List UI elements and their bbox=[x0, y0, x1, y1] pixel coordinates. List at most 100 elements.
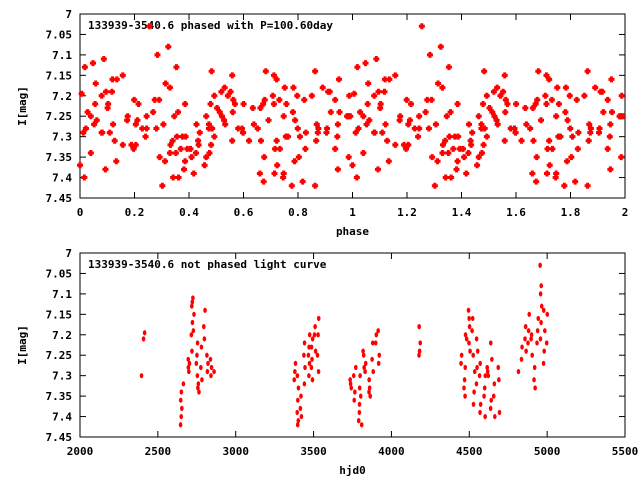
y-axis-label: I[mag] bbox=[16, 86, 29, 126]
x-tick-label: 4500 bbox=[456, 445, 483, 458]
data-point bbox=[482, 393, 486, 399]
data-point bbox=[90, 60, 97, 67]
data-point bbox=[195, 373, 200, 379]
data-point bbox=[524, 348, 528, 354]
data-point bbox=[314, 129, 321, 136]
data-point bbox=[535, 328, 540, 334]
data-point bbox=[606, 133, 613, 140]
data-point bbox=[162, 80, 169, 87]
data-point bbox=[362, 60, 369, 67]
data-point bbox=[119, 72, 126, 79]
data-point bbox=[211, 133, 218, 140]
data-point bbox=[482, 385, 487, 391]
data-point bbox=[552, 174, 559, 181]
data-point bbox=[483, 92, 490, 99]
data-point bbox=[272, 145, 279, 152]
data-point bbox=[98, 92, 105, 99]
data-point bbox=[312, 182, 319, 189]
data-point bbox=[111, 137, 118, 144]
data-point bbox=[541, 360, 546, 366]
data-point bbox=[575, 129, 582, 136]
data-point bbox=[532, 364, 537, 371]
data-point bbox=[309, 364, 314, 371]
data-point bbox=[489, 109, 496, 116]
data-point bbox=[530, 137, 537, 144]
data-point bbox=[470, 315, 475, 322]
data-point bbox=[240, 100, 247, 107]
data-point bbox=[190, 299, 195, 305]
data-point bbox=[351, 373, 356, 379]
data-point bbox=[465, 121, 472, 128]
data-point bbox=[162, 158, 169, 165]
data-point bbox=[196, 381, 201, 387]
data-point bbox=[218, 88, 225, 95]
data-point bbox=[608, 109, 615, 116]
data-point bbox=[533, 178, 540, 185]
data-point bbox=[283, 100, 290, 107]
chart-title: 133939-3540.6 phased with P=100.60day bbox=[88, 19, 333, 32]
data-point bbox=[467, 324, 472, 330]
data-point bbox=[216, 109, 223, 116]
data-point bbox=[332, 96, 339, 103]
data-point bbox=[597, 88, 604, 95]
data-point bbox=[354, 64, 361, 71]
data-point bbox=[270, 100, 277, 107]
data-point bbox=[179, 389, 184, 395]
data-point bbox=[124, 117, 131, 124]
data-point bbox=[159, 182, 166, 189]
data-point bbox=[523, 336, 527, 342]
data-point bbox=[461, 154, 468, 161]
data-point bbox=[296, 418, 301, 424]
data-point bbox=[208, 141, 215, 148]
data-point bbox=[315, 352, 320, 358]
data-point bbox=[569, 133, 576, 140]
data-point bbox=[429, 154, 436, 161]
data-point bbox=[497, 409, 502, 416]
data-point bbox=[302, 381, 307, 387]
data-point bbox=[467, 315, 471, 322]
data-point bbox=[542, 348, 546, 354]
data-point bbox=[208, 68, 215, 75]
data-point bbox=[616, 113, 623, 120]
data-point bbox=[142, 330, 147, 336]
data-point bbox=[154, 51, 161, 58]
data-point bbox=[77, 162, 83, 169]
data-point bbox=[78, 90, 85, 97]
data-point bbox=[607, 121, 614, 128]
data-point bbox=[273, 137, 280, 144]
data-point bbox=[295, 154, 302, 161]
data-point bbox=[294, 125, 301, 132]
data-point bbox=[502, 109, 509, 116]
data-point bbox=[466, 307, 471, 313]
data-point bbox=[566, 92, 573, 99]
data-point bbox=[175, 174, 182, 181]
data-point bbox=[184, 145, 191, 152]
data-point bbox=[358, 373, 362, 379]
data-point bbox=[348, 377, 352, 383]
data-point bbox=[332, 145, 339, 152]
data-point bbox=[199, 364, 203, 371]
data-point bbox=[425, 125, 432, 132]
y-tick-label: 7.45 bbox=[46, 192, 73, 205]
data-point bbox=[562, 84, 569, 91]
data-point bbox=[150, 109, 157, 116]
data-point bbox=[151, 96, 158, 103]
data-point bbox=[170, 174, 177, 181]
data-point bbox=[469, 129, 476, 136]
data-point bbox=[173, 133, 180, 140]
data-point bbox=[142, 133, 149, 140]
data-point bbox=[450, 145, 457, 152]
x-tick-label: 0.4 bbox=[179, 206, 199, 219]
data-point bbox=[384, 137, 391, 144]
data-point bbox=[467, 137, 474, 144]
data-point bbox=[561, 182, 568, 189]
data-point bbox=[568, 154, 575, 161]
data-point bbox=[349, 385, 354, 391]
data-point bbox=[360, 113, 367, 120]
x-tick-label: 3500 bbox=[300, 445, 327, 458]
plot-frame bbox=[79, 13, 626, 199]
data-point bbox=[276, 145, 283, 152]
data-point bbox=[256, 170, 263, 177]
y-tick-label: 7.3 bbox=[52, 370, 72, 383]
